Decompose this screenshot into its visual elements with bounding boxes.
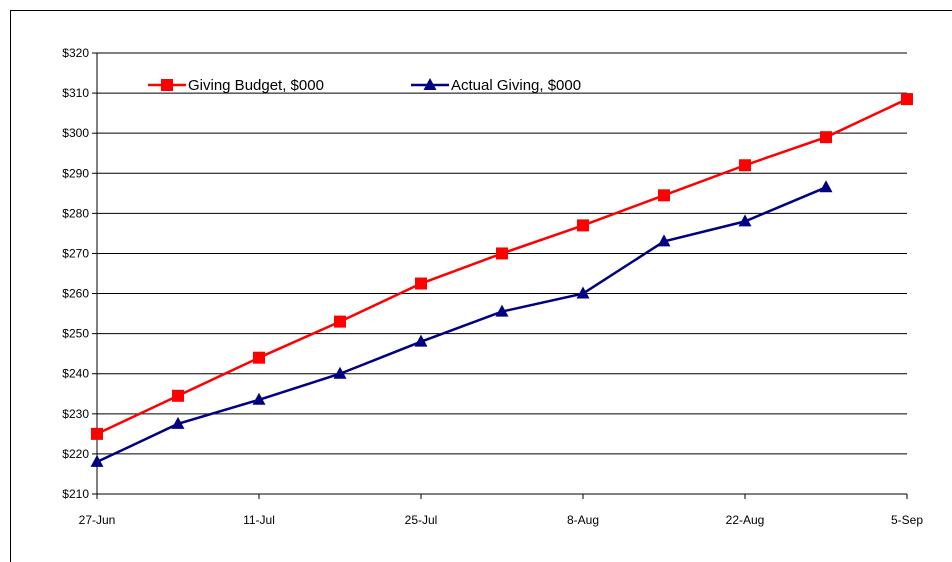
data-point (171, 416, 185, 429)
x-axis-ticks: 27-Jun 11-Jul 25-Jul 8-Aug 22-Aug 5-Sep (79, 494, 923, 527)
data-point (90, 454, 104, 467)
data-point (253, 351, 265, 364)
data-point (333, 366, 347, 379)
y-tick-label: $300 (62, 126, 89, 140)
data-point (334, 315, 346, 328)
series-layer (90, 93, 913, 467)
legend-label: Actual Giving, $000 (451, 77, 581, 94)
data-point (252, 392, 266, 405)
x-tick-label: 25-Jul (405, 513, 438, 527)
y-tick-label: $260 (62, 287, 89, 301)
x-tick-label: 8-Aug (567, 513, 599, 527)
y-tick-label: $280 (62, 206, 89, 220)
data-point (739, 159, 751, 172)
data-point (414, 334, 428, 347)
data-point (819, 180, 833, 193)
data-point (495, 304, 509, 317)
y-tick-label: $240 (62, 367, 89, 381)
series-line (96, 97, 908, 435)
legend-swatch-marker (423, 78, 437, 90)
data-point (820, 131, 832, 144)
series-line (96, 186, 827, 464)
data-point (172, 389, 184, 402)
x-tick-label: 11-Jul (243, 513, 275, 527)
data-point (577, 219, 589, 232)
data-point (901, 93, 913, 106)
data-point (658, 189, 670, 202)
x-tick-label: 27-Jun (79, 513, 116, 527)
x-tick-label: 5-Sep (891, 513, 923, 527)
gridlines (97, 52, 907, 455)
axes (96, 53, 907, 495)
series-giving-budget (91, 93, 913, 440)
data-point (91, 427, 103, 440)
y-tick-label: $290 (62, 166, 89, 180)
y-tick-label: $210 (62, 487, 89, 501)
y-tick-label: $220 (62, 447, 89, 461)
chart-frame (10, 10, 952, 562)
data-point (415, 277, 427, 290)
data-point (738, 214, 752, 227)
y-tick-label: $230 (62, 407, 89, 421)
legend: Giving Budget, $000 Actual Giving, $000 (148, 77, 581, 94)
data-point (496, 247, 508, 260)
y-tick-label: $310 (62, 86, 89, 100)
data-point (576, 286, 590, 299)
x-tick-label: 22-Aug (726, 513, 765, 527)
y-tick-label: $270 (62, 246, 89, 260)
legend-label: Giving Budget, $000 (188, 77, 324, 94)
y-axis-ticks: $210 $220 $230 $240 $250 $260 $270 $280 $290 $300… (62, 46, 97, 501)
legend-item: Giving Budget, $000 (148, 77, 324, 94)
y-tick-label: $320 (62, 46, 89, 60)
y-tick-label: $250 (62, 327, 89, 341)
series-actual-giving (90, 180, 833, 467)
legend-swatch-marker (161, 79, 173, 91)
legend-item: Actual Giving, $000 (411, 77, 581, 94)
data-point (657, 234, 671, 247)
